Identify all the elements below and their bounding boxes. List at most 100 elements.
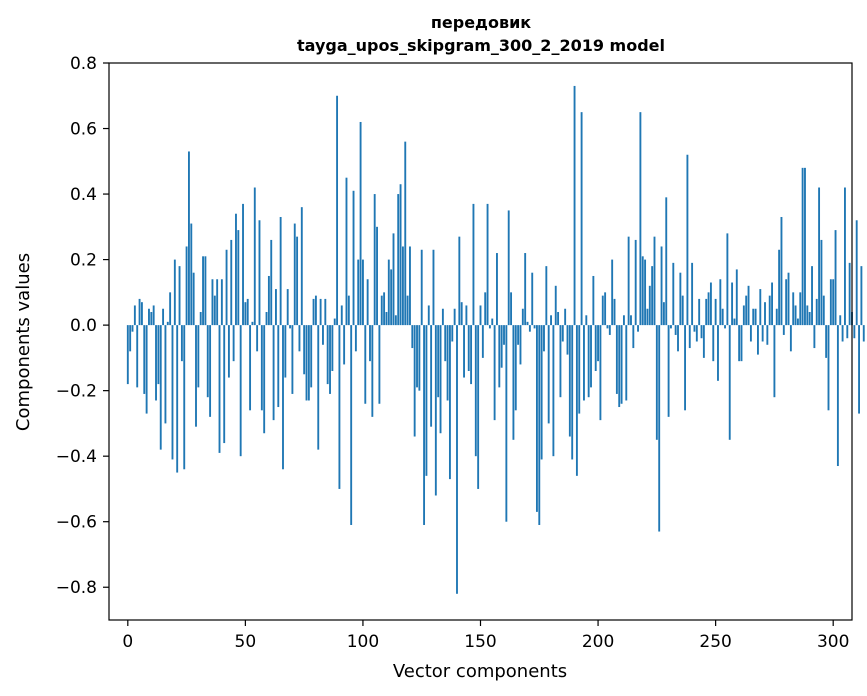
bar-7 (143, 325, 146, 394)
bar-228 (662, 302, 665, 326)
bar-64 (277, 325, 280, 408)
bar-148 (474, 325, 477, 457)
bar-125 (420, 249, 423, 326)
bar-275 (773, 325, 776, 398)
bar-166 (517, 325, 520, 345)
bar-106 (376, 226, 378, 326)
bar-30 (197, 325, 200, 388)
bar-10 (150, 312, 153, 326)
bar-311 (858, 325, 860, 414)
bar-79 (312, 298, 315, 326)
bar-81 (317, 325, 320, 450)
y-tick-label: 0.2 (70, 251, 97, 271)
bar-231 (670, 325, 672, 329)
bar-99 (359, 121, 362, 326)
y-tick-label: −0.8 (56, 578, 97, 598)
bar-247 (707, 292, 710, 326)
bar-256 (728, 325, 731, 440)
bar-94 (347, 295, 350, 326)
bar-207 (613, 298, 616, 326)
bar-37 (213, 295, 216, 326)
bar-212 (625, 325, 628, 401)
bar-283 (792, 292, 795, 326)
bar-52 (249, 325, 252, 411)
bar-111 (387, 259, 390, 326)
bar-268 (757, 325, 759, 355)
bar-65 (279, 216, 282, 326)
bar-46 (235, 213, 237, 326)
bar-238 (686, 154, 689, 326)
y-axis-label: Components values (13, 253, 34, 431)
bar-14 (159, 325, 162, 450)
bar-127 (425, 325, 428, 476)
bar-289 (806, 305, 809, 326)
bar-182 (554, 285, 557, 326)
bar-61 (270, 239, 273, 326)
bar-177 (543, 325, 545, 352)
bar-208 (615, 325, 618, 394)
bar-296 (822, 295, 825, 326)
bar-11 (152, 305, 155, 326)
bar-164 (512, 325, 515, 440)
bar-304 (841, 325, 844, 342)
bar-68 (286, 289, 289, 326)
bar-266 (752, 308, 755, 326)
bar-85 (326, 325, 329, 385)
bar-169 (524, 253, 527, 326)
bar-284 (794, 305, 797, 326)
bar-150 (479, 305, 482, 326)
x-axis-ticks: 0 50 100 150 200 250 300 (122, 620, 849, 652)
bar-5 (138, 298, 141, 326)
bar-110 (385, 312, 388, 326)
bar-303 (839, 315, 842, 326)
bar-18 (169, 292, 172, 326)
bar-123 (416, 325, 418, 388)
bar-240 (691, 262, 694, 326)
bar-234 (677, 325, 679, 352)
bar-309 (853, 325, 856, 339)
bar-89 (336, 95, 339, 326)
bar-257 (731, 282, 734, 326)
bar-39 (218, 325, 221, 453)
bar-271 (764, 302, 766, 326)
x-tick-label: 300 (817, 632, 849, 652)
y-tick-label: −0.4 (56, 447, 97, 467)
bar-67 (284, 325, 287, 378)
bar-160 (503, 325, 505, 345)
bar-260 (738, 325, 741, 362)
bar-237 (684, 325, 686, 411)
bar-104 (371, 325, 374, 417)
bar-72 (296, 236, 299, 326)
bar-141 (458, 236, 461, 326)
bar-220 (644, 259, 647, 326)
bar-243 (698, 298, 701, 326)
bar-36 (211, 279, 214, 326)
bar-269 (759, 289, 762, 326)
y-tick-label: 0.6 (70, 120, 97, 140)
bar-82 (319, 298, 322, 326)
bar-149 (477, 325, 480, 489)
bar-43 (227, 325, 230, 378)
bar-91 (340, 305, 343, 326)
bar-219 (641, 256, 644, 326)
bar-154 (488, 325, 491, 329)
x-tick-label: 100 (347, 632, 379, 652)
bar-274 (771, 282, 773, 326)
bar-270 (761, 325, 764, 342)
bar-47 (237, 230, 240, 326)
bar-254 (724, 325, 726, 329)
bar-57 (260, 325, 263, 411)
bar-87 (331, 325, 334, 371)
bar-233 (674, 325, 677, 335)
bar-44 (230, 239, 233, 326)
bar-285 (796, 318, 799, 326)
bar-241 (693, 325, 696, 332)
bar-230 (667, 325, 670, 417)
bar-213 (627, 236, 630, 326)
bar-242 (695, 325, 698, 342)
bar-153 (486, 203, 489, 326)
bar-204 (606, 325, 609, 329)
bar-117 (401, 246, 404, 326)
bar-310 (855, 220, 858, 326)
bar-113 (392, 233, 395, 326)
